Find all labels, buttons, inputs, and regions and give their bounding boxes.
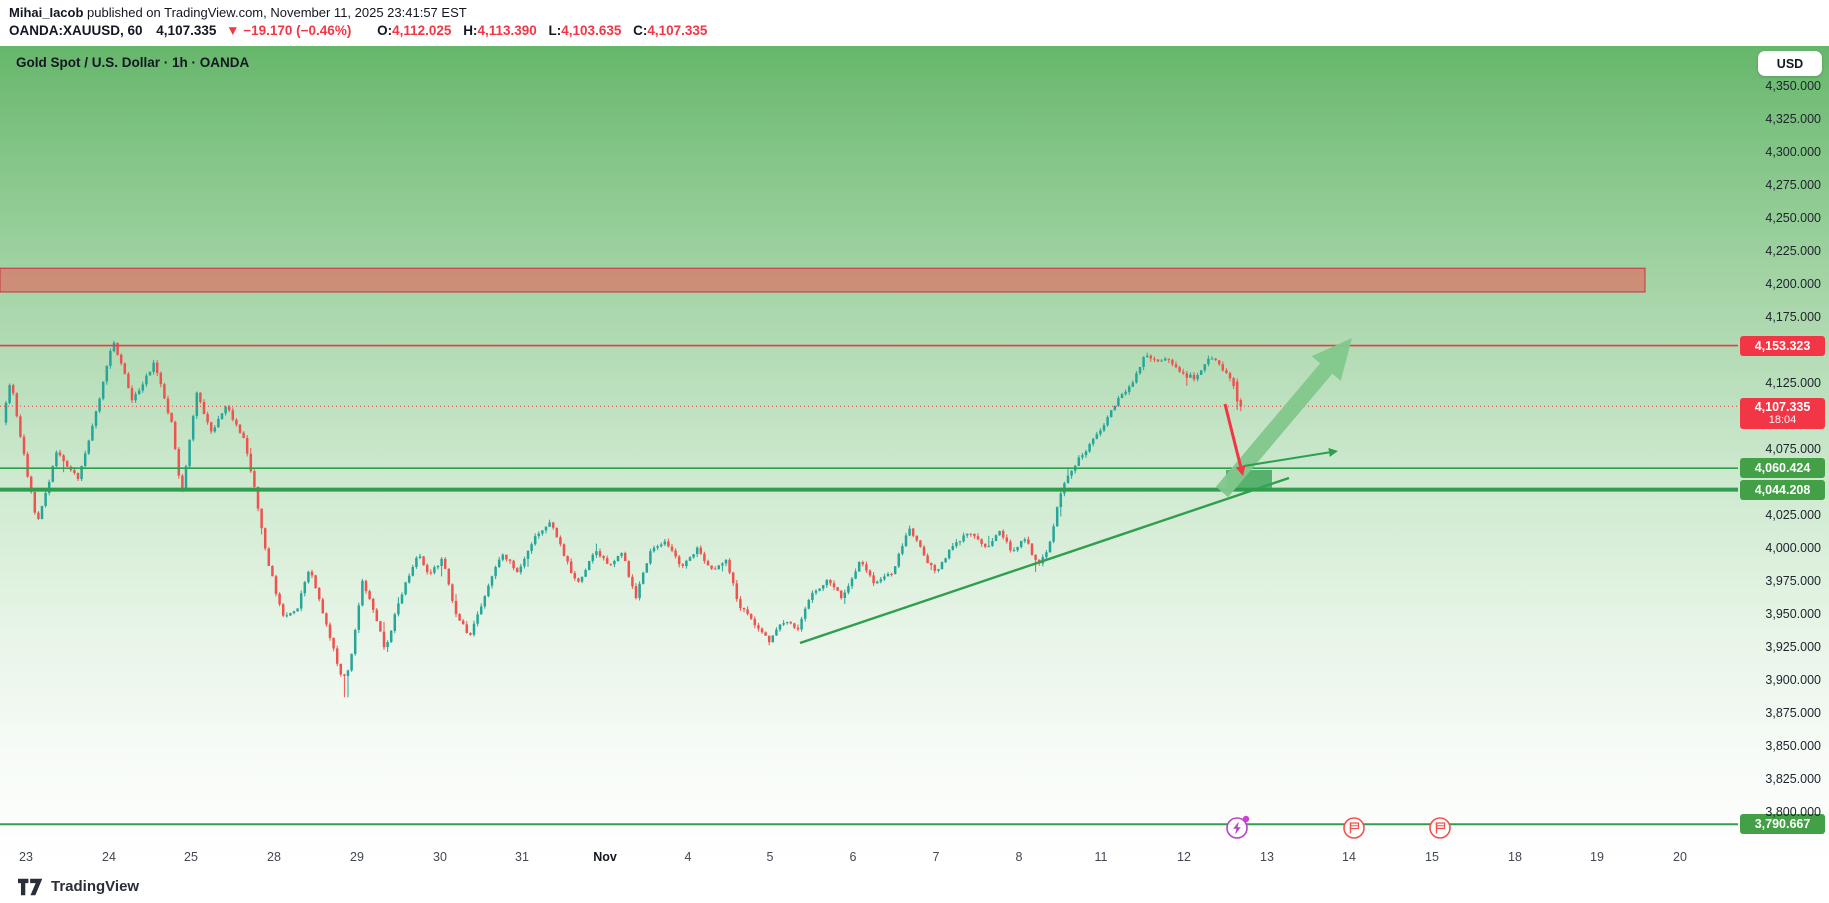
bar-countdown-text: 18:04 xyxy=(1768,414,1797,427)
price-tick: 3,825.000 xyxy=(1765,772,1821,786)
price-tick: 4,325.000 xyxy=(1765,112,1821,126)
price-label-support-lower: 4,044.208 xyxy=(1740,479,1825,500)
price-tick: 3,875.000 xyxy=(1765,706,1821,720)
time-tick: 24 xyxy=(102,850,116,864)
pullback-down-arrow[interactable] xyxy=(1223,403,1246,476)
open-value: 4,112.025 xyxy=(392,23,452,38)
price-label-resistance: 4,153.323 xyxy=(1740,335,1825,356)
power-event-icon[interactable] xyxy=(1226,817,1248,839)
time-tick: 13 xyxy=(1260,850,1274,864)
us-flag-event-icon[interactable] xyxy=(1429,817,1451,839)
time-tick: 12 xyxy=(1177,850,1191,864)
price-tick: 4,350.000 xyxy=(1765,79,1821,93)
price-tick: 4,000.000 xyxy=(1765,541,1821,555)
ascending-trendline[interactable] xyxy=(799,476,1290,645)
tradingview-logo-icon[interactable] xyxy=(18,878,44,896)
time-tick: 28 xyxy=(267,850,281,864)
time-tick: 7 xyxy=(932,850,940,864)
open-label: O: xyxy=(377,23,393,38)
close-value: 4,107.335 xyxy=(647,23,708,38)
current-price-text: 4,107.335 xyxy=(1754,400,1811,415)
price-tick: 3,975.000 xyxy=(1765,574,1821,588)
time-tick: 11 xyxy=(1094,850,1108,864)
author-name: Mihai_Iacob xyxy=(9,5,84,20)
price-tick: 3,800.000 xyxy=(1765,805,1821,819)
price-tick: 4,075.000 xyxy=(1765,442,1821,456)
chart-legend-title: Gold Spot / U.S. Dollar · 1h · OANDA xyxy=(16,55,250,70)
supply-zone-rectangle[interactable] xyxy=(0,267,1646,293)
time-axis[interactable]: 23 24 25 28 29 30 31 Nov 4 5 6 7 8 11 12 13 14 15 18 19 20 xyxy=(0,846,1738,870)
time-tick: 8 xyxy=(1015,850,1023,864)
price-tick: 4,300.000 xyxy=(1765,145,1821,159)
economic-event-markers xyxy=(1226,817,1451,839)
price-tick: 3,925.000 xyxy=(1765,640,1821,654)
time-tick: 25 xyxy=(184,850,198,864)
time-tick: 14 xyxy=(1342,850,1356,864)
tradingview-wordmark[interactable]: TradingView xyxy=(51,878,140,895)
symbol-info-row: OANDA:XAUUSD, 60 4,107.335 ▼ −19.170 (−0… xyxy=(9,23,707,38)
price-tick: 4,125.000 xyxy=(1765,376,1821,390)
time-tick: 6 xyxy=(849,850,857,864)
time-tick: 15 xyxy=(1425,850,1439,864)
symbol-name: OANDA:XAUUSD, 60 xyxy=(9,23,143,38)
footer-bar: TradingView xyxy=(0,870,1829,903)
price-tick: 4,025.000 xyxy=(1765,508,1821,522)
us-flag-event-icon[interactable] xyxy=(1343,817,1365,839)
time-tick: 30 xyxy=(433,850,447,864)
time-tick: 18 xyxy=(1508,850,1522,864)
price-tick: 4,200.000 xyxy=(1765,277,1821,291)
snapshot-header: Mihai_Iacob published on TradingView.com… xyxy=(0,0,1829,46)
time-tick: Nov xyxy=(593,850,617,864)
price-tick: 4,175.000 xyxy=(1765,310,1821,324)
time-tick: 20 xyxy=(1673,850,1687,864)
last-price: 4,107.335 xyxy=(156,23,217,38)
low-label: L: xyxy=(548,23,562,38)
chart-canvas[interactable]: Gold Spot / U.S. Dollar · 1h · OANDA USD… xyxy=(0,46,1829,870)
time-tick: 31 xyxy=(515,850,529,864)
price-tick: 4,225.000 xyxy=(1765,244,1821,258)
time-tick: 19 xyxy=(1590,850,1604,864)
event-highlight-dot xyxy=(1242,815,1250,823)
price-plot[interactable] xyxy=(0,46,1829,870)
byline-text: published on TradingView.com, November 1… xyxy=(83,5,467,20)
price-tick: 3,850.000 xyxy=(1765,739,1821,753)
price-tick: 3,900.000 xyxy=(1765,673,1821,687)
high-label: H: xyxy=(463,23,478,38)
price-tick: 3,950.000 xyxy=(1765,607,1821,621)
time-tick: 29 xyxy=(350,850,364,864)
price-axis[interactable]: 4,153.323 4,107.335 18:04 4,060.424 4,04… xyxy=(1738,46,1829,870)
price-label-lower-level: 3,790.667 xyxy=(1740,814,1825,835)
high-value: 4,113.390 xyxy=(477,23,537,38)
price-tick: 4,250.000 xyxy=(1765,211,1821,225)
byline: Mihai_Iacob published on TradingView.com… xyxy=(9,5,467,20)
close-label: C: xyxy=(633,23,648,38)
price-change: ▼ −19.170 (−0.46%) xyxy=(226,23,352,38)
currency-toggle-button[interactable]: USD xyxy=(1758,51,1822,76)
price-label-support-upper: 4,060.424 xyxy=(1740,458,1825,479)
time-tick: 4 xyxy=(684,850,692,864)
price-tick: 4,275.000 xyxy=(1765,178,1821,192)
sideways-arrow[interactable] xyxy=(1243,448,1338,467)
bullish-projection-arrow[interactable] xyxy=(1215,338,1352,498)
time-tick: 5 xyxy=(766,850,774,864)
time-tick: 23 xyxy=(19,850,33,864)
candlestick-series xyxy=(4,340,1243,698)
low-value: 4,103.635 xyxy=(561,23,622,38)
price-label-current: 4,107.335 18:04 xyxy=(1740,398,1825,430)
